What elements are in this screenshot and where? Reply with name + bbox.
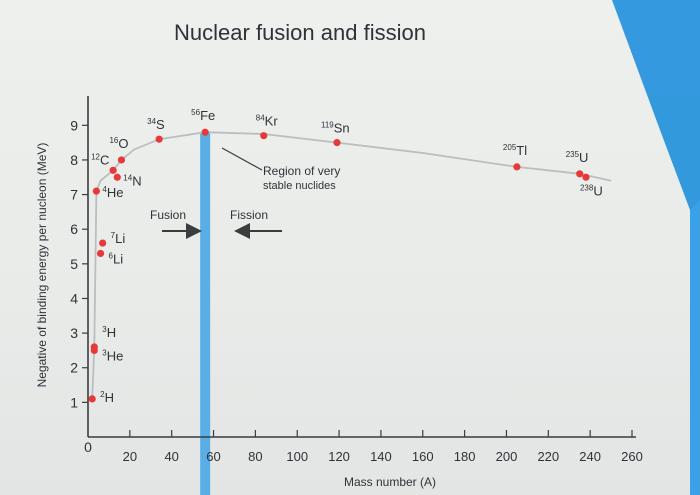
nuclide-label: 119Sn — [321, 121, 350, 136]
nuclide-label: 14N — [123, 173, 141, 188]
y-tick-label: 9 — [70, 117, 78, 133]
fusion-fission-boundary — [200, 132, 211, 495]
region-label-line1: Region of very — [263, 164, 340, 178]
nuclide-label: 6Li — [109, 251, 124, 266]
nuclide-point — [513, 163, 521, 171]
region-label-line2: stable nuclides — [263, 180, 336, 192]
y-axis-title: Negative of binding energy per nucleon (… — [35, 143, 49, 388]
y-tick-label: 7 — [70, 187, 78, 203]
nuclide-points — [88, 128, 590, 403]
nuclide-point — [117, 156, 126, 164]
nuclide-point — [201, 128, 209, 136]
nuclide-point — [92, 187, 100, 195]
x-axis-title: Mass number (A) — [344, 475, 436, 489]
x-tick-label: 40 — [164, 449, 178, 464]
origin-label: 0 — [84, 439, 92, 455]
nuclide-point — [260, 132, 268, 140]
y-tick-label: 1 — [70, 394, 78, 410]
nuclide-label: 34S — [147, 117, 165, 132]
nuclide-label: 16O — [109, 136, 128, 151]
nuclide-point — [582, 173, 590, 181]
nuclide-label: 84Kr — [256, 114, 279, 129]
y-tick-label: 6 — [70, 221, 78, 237]
fission-label: Fission — [230, 208, 268, 222]
nuclide-labels: 2H 3H 3He 4He 6Li 7Li 12C 14N 16O 34S 56Fe 84Kr 119S… — [91, 108, 603, 405]
x-tick-label: 100 — [286, 449, 308, 464]
nuclide-label: 205Tl — [503, 143, 527, 158]
nuclide-point — [576, 170, 584, 178]
slide-title: Nuclear fusion and fission — [174, 20, 426, 45]
nuclide-point — [333, 139, 341, 147]
x-tick-label: 260 — [621, 449, 643, 464]
x-tick-label: 240 — [579, 449, 601, 464]
nuclide-point — [155, 135, 163, 143]
x-tick-label: 80 — [248, 449, 262, 464]
y-tick-label: 8 — [70, 152, 78, 168]
x-tick-label: 20 — [123, 449, 137, 464]
y-ticks: 1 2 3 4 5 6 7 8 9 — [70, 117, 88, 410]
nuclide-label: 3H — [102, 325, 116, 340]
nuclide-label: 56Fe — [191, 108, 215, 123]
region-pointer-line — [221, 147, 263, 171]
nuclide-point — [113, 173, 121, 181]
nuclide-point — [99, 239, 107, 247]
y-tick-label: 3 — [70, 325, 78, 341]
nuclide-label: 3He — [102, 348, 123, 363]
nuclide-point — [96, 249, 105, 258]
nuclide-point — [109, 166, 117, 174]
y-tick-label: 5 — [70, 256, 78, 272]
nuclide-label: 12C — [91, 152, 109, 167]
x-tick-label: 180 — [454, 449, 476, 464]
fusion-label: Fusion — [150, 208, 186, 222]
y-tick-label: 2 — [70, 360, 78, 376]
binding-energy-curve — [91, 131, 612, 399]
x-tick-label: 120 — [328, 449, 350, 464]
x-tick-label: 220 — [537, 449, 559, 464]
x-tick-label: 140 — [370, 449, 392, 464]
x-tick-label: 200 — [496, 449, 518, 464]
x-tick-label: 60 — [206, 449, 220, 464]
x-ticks: 20 40 60 80 100 120 140 160 180 200 220 240 260 — [123, 430, 643, 464]
nuclide-point — [88, 395, 96, 403]
nuclide-label: 4He — [102, 185, 123, 200]
nuclide-label: 238U — [580, 183, 603, 198]
nuclide-label: 2H — [100, 390, 114, 405]
y-tick-label: 4 — [70, 290, 78, 306]
x-tick-label: 160 — [412, 449, 434, 464]
nuclide-label: 235U — [566, 150, 589, 165]
nuclide-label: 7Li — [111, 231, 126, 246]
nuclide-point — [90, 346, 98, 355]
